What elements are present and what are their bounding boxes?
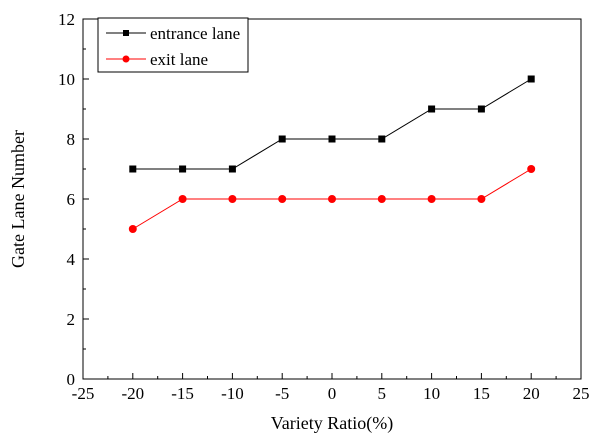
- y-tick-label: 8: [67, 130, 76, 149]
- y-tick-label: 0: [67, 370, 76, 389]
- x-tick-label: -10: [221, 384, 244, 403]
- data-point: [377, 195, 386, 203]
- data-point: [378, 135, 386, 143]
- data-point: [328, 135, 336, 143]
- x-tick-label: 15: [473, 384, 490, 403]
- data-point: [178, 195, 187, 203]
- axes: -25 -20 -15 -10 -5 0 5 10 15 20 25 0 2 4 6 8 10 12: [58, 10, 590, 403]
- data-point: [278, 195, 287, 203]
- x-tick-label: 0: [328, 384, 337, 403]
- x-tick-label: -15: [171, 384, 194, 403]
- data-point: [527, 75, 535, 83]
- data-point: [328, 195, 336, 203]
- legend-marker-exit: [122, 55, 130, 63]
- x-tick-label: 10: [423, 384, 440, 403]
- data-point: [527, 165, 536, 173]
- data-point: [129, 165, 137, 173]
- y-tick-label: 12: [58, 10, 75, 29]
- x-tick-label: 25: [573, 384, 590, 403]
- data-point: [128, 225, 137, 233]
- x-tick-label: 20: [523, 384, 540, 403]
- series-group: [128, 75, 536, 233]
- legend-box: [97, 17, 249, 73]
- x-tick-label: -20: [121, 384, 144, 403]
- legend: entrance lane exit lane: [97, 17, 249, 73]
- y-tick-label: 4: [67, 250, 76, 269]
- data-point: [427, 195, 436, 203]
- series-line-0: [132, 78, 532, 170]
- y-tick-label: 6: [67, 190, 76, 209]
- data-point: [477, 105, 485, 113]
- x-tick-label: -25: [72, 384, 95, 403]
- legend-marker-entrance: [123, 30, 129, 36]
- x-tick-label: 5: [378, 384, 387, 403]
- data-point: [428, 105, 436, 113]
- data-point: [228, 195, 237, 203]
- x-axis-title: Variety Ratio(%): [271, 413, 393, 434]
- data-point: [179, 165, 187, 173]
- legend-label-entrance: entrance lane: [150, 24, 240, 43]
- data-point: [228, 165, 236, 173]
- x-tick-label: -5: [275, 384, 289, 403]
- data-point: [278, 135, 286, 143]
- y-tick-label: 2: [67, 310, 76, 329]
- legend-label-exit: exit lane: [150, 50, 208, 69]
- y-tick-label: 10: [58, 70, 75, 89]
- data-point: [477, 195, 486, 203]
- y-axis-title: Gate Lane Number: [8, 130, 28, 268]
